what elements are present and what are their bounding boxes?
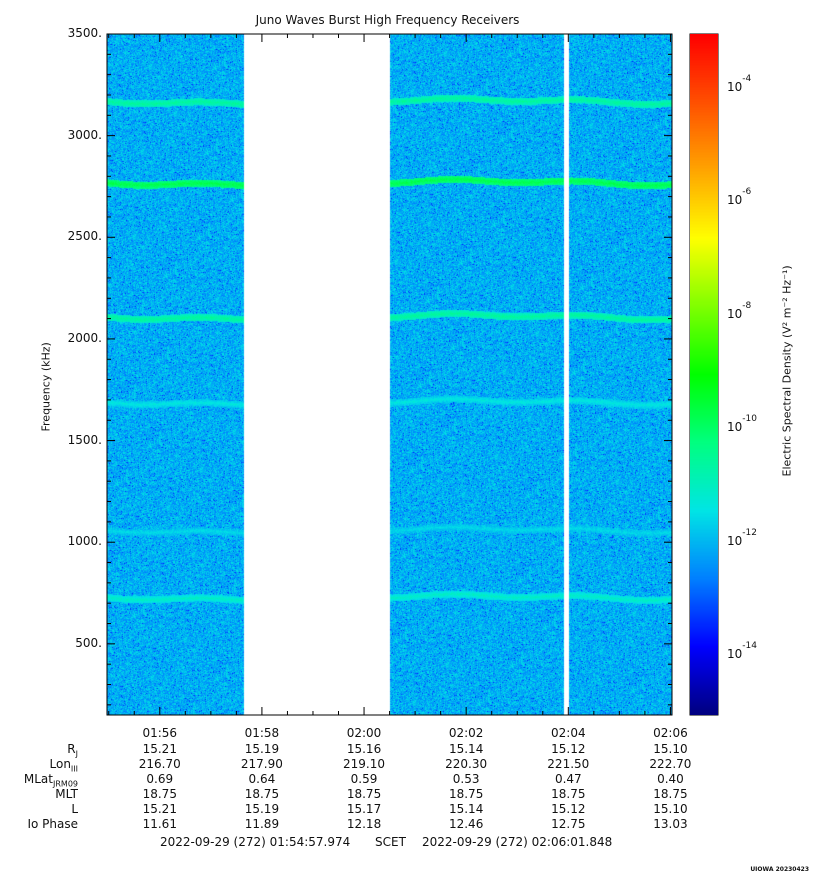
ephemeris-cell: 217.90 (240, 757, 283, 771)
ephemeris-cell: 15.12 (551, 742, 586, 756)
ephemeris-row-label: Io Phase (27, 817, 78, 831)
ephemeris-cell: 18.75 (142, 787, 177, 801)
colorbar-tick-label: 10-4 (727, 73, 752, 94)
x-tick-label: 02:02 (448, 726, 484, 740)
footer-end-time: 2022-09-29 (272) 02:06:01.848 (422, 835, 613, 849)
colorbar (690, 34, 718, 715)
ephemeris-cell: 18.75 (551, 787, 586, 801)
ephemeris-cell: 15.14 (448, 802, 484, 816)
ephemeris-cell: 12.75 (551, 817, 586, 831)
chart-title: Juno Waves Burst High Frequency Receiver… (255, 13, 520, 27)
x-tick-label: 02:04 (551, 726, 586, 740)
plot-border (106, 33, 673, 716)
x-tick-label: 01:58 (244, 726, 280, 740)
ephemeris-cell: 11.61 (142, 817, 177, 831)
y-tick-label: 3500. (67, 26, 102, 40)
credit-stamp: UIOWA 20230423 (750, 866, 809, 873)
ephemeris-row-label: MLT (55, 787, 78, 801)
y-tick-label: 2500. (67, 229, 102, 244)
ephemeris-cell: 15.19 (244, 742, 280, 756)
y-tick-label: 3000. (67, 127, 102, 142)
ephemeris-row-label: L (71, 802, 78, 816)
y-tick-label: 1500. (67, 432, 102, 447)
spectrogram-plot (107, 34, 672, 715)
ephemeris-cell: 18.75 (346, 787, 382, 801)
ephemeris-cell: 15.10 (653, 742, 688, 756)
ephemeris-cell: 18.75 (448, 787, 484, 801)
colorbar-tick-label: 10-8 (727, 300, 752, 321)
ephemeris-cell: 222.70 (649, 757, 692, 771)
y-tick-label: 500. (75, 635, 102, 650)
ephemeris-cell: 0.64 (248, 772, 276, 786)
ephemeris-cell: 219.10 (343, 757, 386, 771)
ephemeris-cell: 0.69 (146, 772, 174, 786)
colorbar-tick-label: 10-12 (727, 527, 757, 548)
y-tick-label: 2000. (67, 330, 102, 345)
y-axis-label: Frequency (kHz) (39, 342, 53, 432)
ephemeris-cell: 15.14 (448, 742, 484, 756)
colorbar-tick-label: 10-14 (727, 641, 757, 662)
ephemeris-cell: 15.16 (346, 742, 382, 756)
ephemeris-cell: 221.50 (547, 757, 590, 771)
ephemeris-cell: 15.21 (142, 802, 177, 816)
ephemeris-cell: 15.17 (346, 802, 382, 816)
ephemeris-row-label: RJ (67, 742, 78, 759)
ephemeris-cell: 18.75 (244, 787, 280, 801)
colorbar-tick-label: 10-6 (727, 187, 752, 208)
x-tick-label: 02:06 (653, 726, 688, 740)
ephemeris-cell: 0.53 (452, 772, 480, 786)
ephemeris-cell: 0.47 (554, 772, 582, 786)
ephemeris-cell: 15.10 (653, 802, 688, 816)
ephemeris-cell: 0.40 (657, 772, 684, 786)
footer-start-time: 2022-09-29 (272) 01:54:57.974 (160, 835, 351, 849)
ephemeris-cell: 15.21 (142, 742, 177, 756)
ephemeris-cell: 18.75 (653, 787, 688, 801)
ephemeris-row-label: LonIII (49, 757, 79, 774)
ephemeris-cell: 220.30 (445, 757, 488, 771)
ephemeris-cell: 12.18 (346, 817, 382, 831)
y-tick-label: 1000. (67, 534, 102, 549)
ephemeris-cell: 13.03 (653, 817, 688, 831)
footer-scet-label: SCET (375, 835, 406, 849)
ephemeris-cell: 0.59 (350, 772, 378, 786)
colorbar-tick-label: 10-10 (727, 414, 757, 435)
ephemeris-row-label: MLatJRM09 (23, 772, 78, 789)
ephemeris-cell: 15.19 (244, 802, 280, 816)
x-tick-label: 02:00 (346, 726, 382, 740)
ephemeris-cell: 11.89 (244, 817, 280, 831)
ephemeris-cell: 15.12 (551, 802, 586, 816)
ephemeris-cell: 12.46 (448, 817, 484, 831)
x-tick-label: 01:56 (142, 726, 178, 740)
colorbar-label: Electric Spectral Density (V² m⁻² Hz⁻¹) (780, 265, 794, 477)
ephemeris-cell: 216.70 (138, 757, 181, 771)
